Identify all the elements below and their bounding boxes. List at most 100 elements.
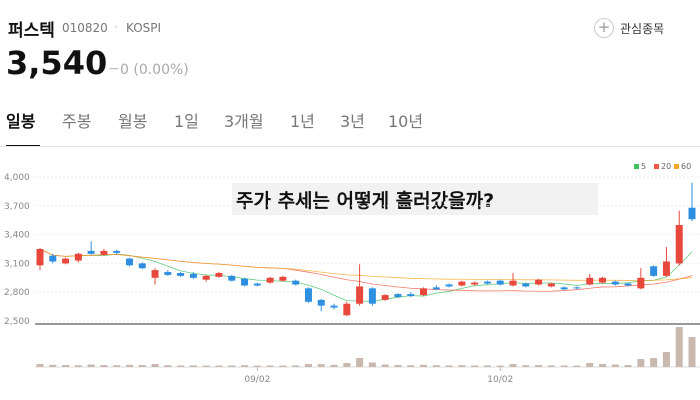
- volume-bar: [100, 365, 108, 367]
- candle-body: [573, 287, 581, 289]
- volume-bar: [560, 365, 568, 367]
- volume-bar: [394, 365, 402, 367]
- candle-body: [560, 287, 568, 290]
- candle-body: [189, 273, 197, 278]
- candle-body: [650, 266, 658, 276]
- candle-body: [241, 278, 249, 286]
- candle-body: [445, 284, 453, 287]
- volume-bar: [125, 364, 133, 367]
- volume-bar: [586, 363, 594, 367]
- candle-body: [624, 283, 632, 286]
- candle-body: [535, 279, 543, 285]
- volume-bar: [266, 365, 274, 367]
- candle-body: [356, 286, 364, 304]
- volume-bar: [304, 364, 312, 367]
- volume-bar: [611, 364, 619, 367]
- separator: ·: [114, 20, 118, 34]
- volume-bar: [509, 364, 517, 367]
- price: 3,540: [6, 44, 108, 82]
- volume-bar: [241, 365, 249, 367]
- candle-body: [317, 299, 325, 306]
- tab[interactable]: 10년: [388, 112, 424, 131]
- volume-bar: [164, 365, 172, 367]
- candle-body: [522, 283, 530, 287]
- candle-body: [74, 253, 82, 261]
- candle-body: [637, 277, 645, 289]
- annotation-box: [232, 183, 598, 215]
- y-tick-label: 4,000: [4, 173, 30, 183]
- candle-body: [113, 250, 121, 253]
- add-icon[interactable]: +: [594, 18, 614, 38]
- tab[interactable]: 1년: [290, 112, 315, 131]
- tab[interactable]: 3년: [340, 112, 365, 131]
- candle-body: [138, 263, 146, 269]
- candle-body: [279, 276, 287, 281]
- volume-bar: [279, 365, 287, 367]
- legend-swatch: [674, 164, 679, 169]
- moving-average: [39, 248, 693, 281]
- candle-body: [304, 288, 312, 302]
- candle-body: [675, 225, 683, 264]
- volume-bar: [151, 364, 159, 367]
- volume-bar: [228, 365, 236, 367]
- candle-body: [688, 207, 696, 220]
- volume-bar: [343, 363, 351, 367]
- candle-body: [662, 261, 670, 276]
- volume-bar: [253, 365, 261, 367]
- candle-body: [202, 275, 210, 280]
- volume-bar: [368, 362, 376, 367]
- watch-button[interactable]: 관심종목: [620, 22, 665, 36]
- candle-body: [611, 281, 619, 285]
- volume-bar: [535, 365, 543, 367]
- candle-body: [164, 272, 172, 275]
- candle-body: [125, 258, 133, 266]
- legend-swatch: [654, 164, 659, 169]
- volume-bar: [650, 358, 658, 367]
- volume-bar: [292, 365, 300, 367]
- candle-body: [496, 280, 504, 285]
- candle-body: [343, 303, 351, 316]
- candle-body: [394, 294, 402, 297]
- candle-body: [599, 277, 607, 283]
- candle-body: [87, 250, 95, 254]
- market: KOSPI: [126, 21, 162, 35]
- tab[interactable]: 월봉: [118, 112, 148, 131]
- volume-bar: [432, 365, 440, 367]
- volume-bar: [483, 365, 491, 367]
- volume-bar: [662, 352, 670, 367]
- tab[interactable]: 일봉: [6, 112, 36, 131]
- candle-body: [586, 277, 594, 285]
- tab[interactable]: 3개월: [224, 112, 264, 131]
- volume-bar: [547, 365, 555, 367]
- legend-label: 5: [641, 162, 646, 171]
- legend-label: 60: [681, 162, 691, 171]
- candle-body: [471, 282, 479, 285]
- candle-body: [62, 258, 70, 264]
- volume-bar: [624, 365, 632, 367]
- volume-bar: [637, 359, 645, 367]
- tab[interactable]: 1일: [174, 112, 199, 131]
- volume-bar: [420, 364, 428, 367]
- candle-body: [151, 270, 159, 278]
- candle-body: [36, 249, 44, 266]
- moving-average: [39, 248, 693, 292]
- volume-bar: [356, 358, 364, 367]
- candle-body: [458, 281, 466, 286]
- volume-bar: [202, 365, 210, 367]
- candle-body: [100, 250, 108, 255]
- volume-bar: [675, 327, 683, 367]
- dash: −: [108, 61, 120, 77]
- volume-bar: [496, 365, 504, 367]
- moving-average: [39, 248, 693, 302]
- volume-bar: [138, 365, 146, 367]
- volume-bar: [215, 365, 223, 367]
- divider: [0, 146, 700, 147]
- candle-body: [292, 280, 300, 285]
- tab[interactable]: 주봉: [62, 112, 92, 131]
- volume-bar: [87, 364, 95, 367]
- candle-body: [483, 281, 491, 284]
- y-tick-label: 3,100: [4, 259, 30, 269]
- volume-bar: [471, 365, 479, 367]
- candle-body: [509, 280, 517, 286]
